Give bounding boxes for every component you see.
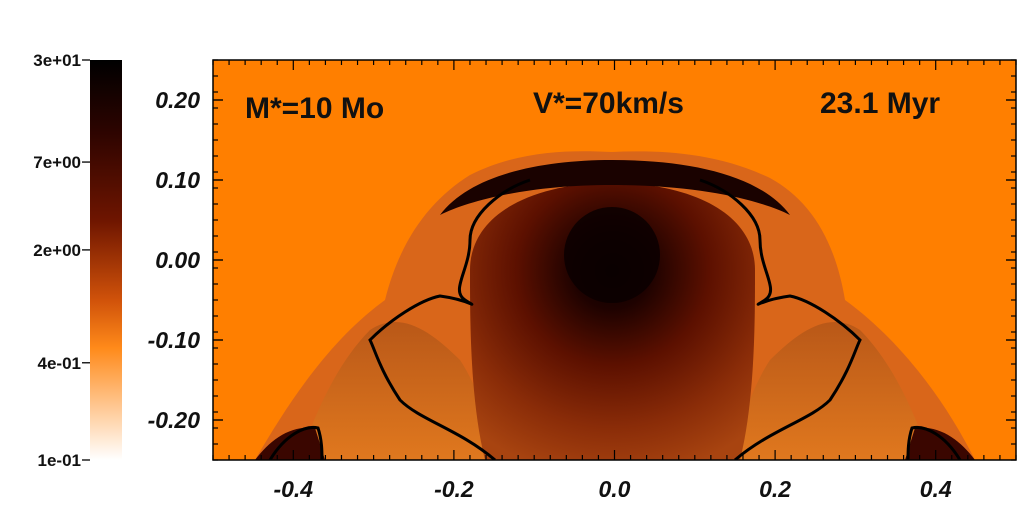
y-tick-label: -0.10 — [148, 327, 201, 353]
colorbar-tick-label: 4e-01 — [38, 354, 81, 373]
contour-corner-right — [906, 425, 962, 460]
x-tick-label: 0.0 — [599, 476, 631, 502]
contour-line-left — [368, 178, 531, 460]
x-tick-label: 0.2 — [759, 476, 791, 502]
x-tick-label: -0.4 — [273, 476, 313, 502]
annotation-velocity: V*=70km/s — [533, 87, 684, 120]
plot-area — [213, 60, 1016, 460]
y-tick-label: 0.20 — [155, 87, 200, 113]
axis-labels: -0.4 -0.2 0.0 0.2 0.4 0.20 0.10 0.00 -0.10 -0.20 — [148, 87, 952, 502]
axis-ticks — [212, 59, 1017, 461]
colorbar-ticks: 3e+01 7e+00 2e+00 4e-01 1e-01 — [33, 51, 90, 470]
colorbar-tick-label: 2e+00 — [33, 241, 81, 260]
contour-line-right — [699, 178, 862, 460]
right-wing — [730, 321, 930, 460]
y-tick-label: 0.10 — [155, 167, 200, 193]
annotation-mass: M*=10 Mo — [245, 92, 384, 125]
colorbar-tick-label: 3e+01 — [33, 51, 81, 70]
annotation-time: 23.1 Myr — [820, 87, 940, 120]
x-tick-label: 0.4 — [920, 476, 952, 502]
inner-bubble — [470, 182, 755, 460]
x-tick-label: -0.2 — [434, 476, 474, 502]
right-corner-lobe — [905, 427, 975, 460]
colorbar-gradient — [90, 60, 122, 460]
contour-corner-left — [268, 425, 324, 460]
y-tick-label: 0.00 — [155, 247, 200, 273]
left-corner-lobe — [255, 427, 325, 460]
left-wing — [300, 321, 500, 460]
core — [564, 207, 660, 303]
colorbar-tick-label: 1e-01 — [38, 451, 81, 470]
dense-shell — [440, 160, 790, 215]
y-tick-label: -0.20 — [148, 407, 201, 433]
colorbar-tick-label: 7e+00 — [33, 153, 81, 172]
colorbar: 3e+01 7e+00 2e+00 4e-01 1e-01 — [33, 51, 122, 470]
